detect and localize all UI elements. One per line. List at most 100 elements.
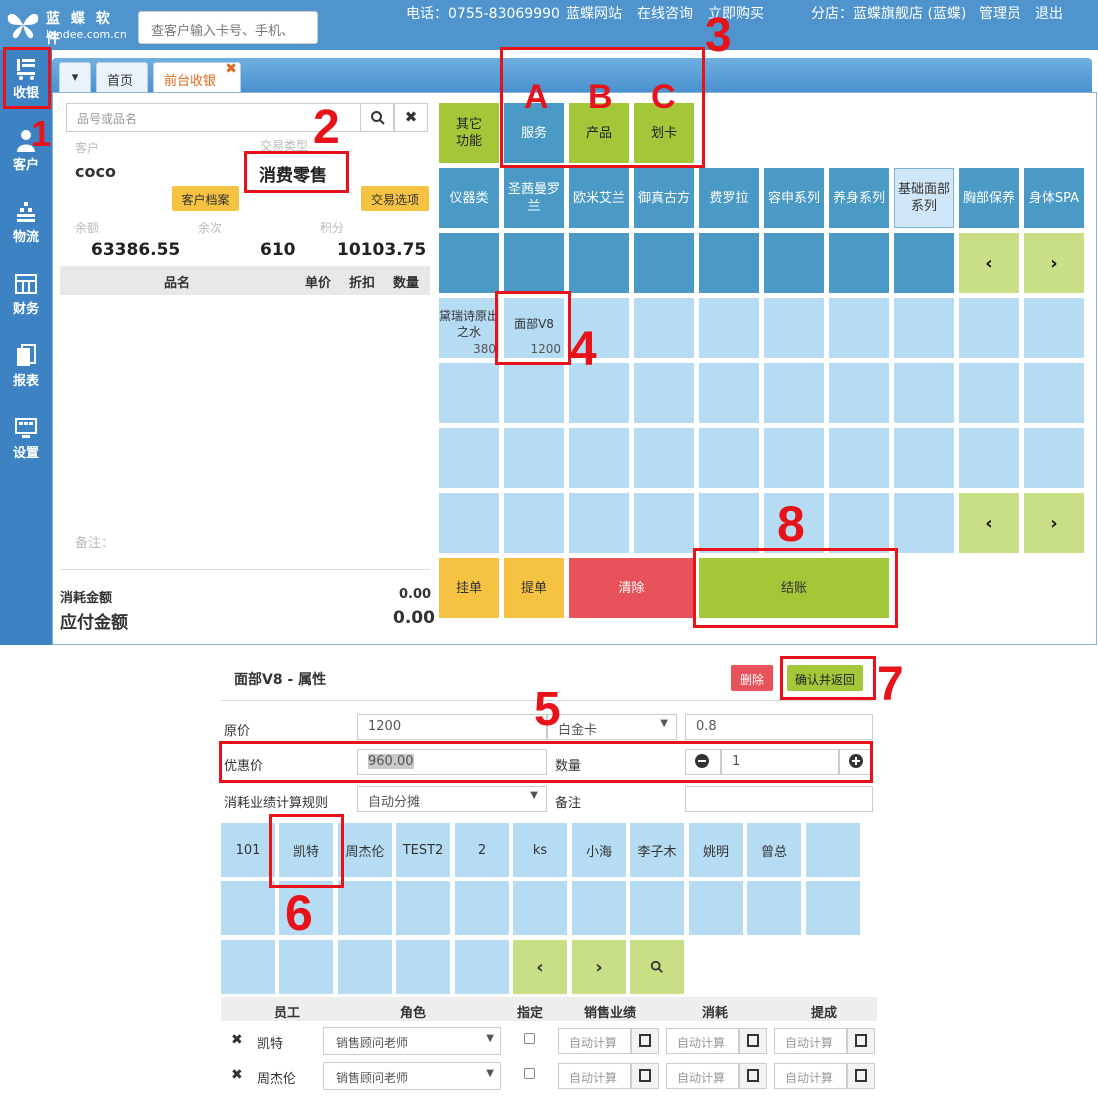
calc-button[interactable] — [847, 1028, 875, 1054]
delete-button[interactable]: 删除 — [731, 665, 773, 691]
consume-auto-field[interactable]: 自动计算 — [666, 1063, 739, 1089]
employee-tile[interactable]: 周杰伦 — [338, 823, 392, 877]
employee-next-button[interactable]: › — [572, 940, 626, 994]
clear-search-button[interactable]: ✖ — [394, 103, 428, 132]
other-functions-button[interactable]: 其它 功能 — [439, 103, 499, 163]
tab-menu-dropdown[interactable]: ▾ — [59, 62, 91, 92]
balance-value: 63386.55 — [91, 240, 181, 260]
category-tile[interactable]: 身体SPA — [1024, 168, 1084, 228]
logout-link[interactable]: 退出 — [1035, 6, 1063, 22]
role-select[interactable]: 销售顾问老师 ▼ — [323, 1027, 501, 1055]
discount-field[interactable]: 0.8 — [685, 714, 873, 740]
category-next-button[interactable]: › — [1024, 233, 1084, 293]
category-tile[interactable]: 胸部保养 — [959, 168, 1019, 228]
website-link[interactable]: 蓝蝶网站 — [566, 6, 622, 22]
qty-increase-button[interactable] — [839, 749, 872, 775]
category-tile[interactable]: 费罗拉 — [699, 168, 759, 228]
calc-button[interactable] — [631, 1028, 659, 1054]
employee-tile[interactable]: TEST2 — [396, 823, 450, 877]
hold-order-button[interactable]: 挂单 — [439, 558, 499, 618]
product-tile[interactable]: 黛瑞诗原出之水 380 — [439, 298, 499, 358]
product-search-input[interactable]: 品号或品名 — [66, 103, 361, 132]
employee-tile[interactable]: 李子木 — [630, 823, 684, 877]
product-search-button[interactable] — [360, 103, 394, 132]
calculator-icon — [855, 1034, 867, 1047]
assigned-checkbox[interactable] — [524, 1068, 535, 1079]
customer-search-input[interactable]: 查客户输入卡号、手机、 — [138, 11, 318, 44]
empty-product-tile — [829, 298, 889, 358]
clear-button[interactable]: 清除 — [569, 558, 694, 618]
consume-auto-field[interactable]: 自动计算 — [666, 1028, 739, 1054]
employee-tile[interactable]: 姚明 — [689, 823, 743, 877]
annotation-number-6: 6 — [285, 885, 313, 941]
employee-tile[interactable]: 2 — [455, 823, 509, 877]
product-prev-button[interactable]: ‹ — [959, 493, 1019, 553]
tab-home[interactable]: 首页 — [96, 62, 148, 92]
employee-prev-button[interactable]: ‹ — [513, 940, 567, 994]
sidebar-item-logistics[interactable]: 物流 — [0, 194, 52, 266]
category-tile[interactable]: 仪器类 — [439, 168, 499, 228]
checkout-button[interactable]: 结账 — [699, 558, 889, 618]
qty-field[interactable]: 1 — [721, 749, 839, 775]
customer-name[interactable]: coco — [75, 162, 116, 181]
role-select[interactable]: 销售顾问老师 ▼ — [323, 1062, 501, 1090]
product-tile[interactable]: 面部V8 1200 — [504, 298, 564, 358]
online-consult-link[interactable]: 在线咨询 — [637, 6, 693, 22]
employee-tile[interactable]: ks — [513, 823, 567, 877]
calc-button[interactable] — [631, 1063, 659, 1089]
calc-button[interactable] — [847, 1063, 875, 1089]
sidebar-item-customer[interactable]: 客户 — [0, 122, 52, 194]
settings-icon — [15, 418, 37, 438]
category-prev-button[interactable]: ‹ — [959, 233, 1019, 293]
employee-tile[interactable]: 曾总 — [747, 823, 801, 877]
category-tile[interactable]: 养身系列 — [829, 168, 889, 228]
sales-auto-field[interactable]: 自动计算 — [558, 1063, 631, 1089]
card-type-value: 白金卡 — [558, 723, 598, 738]
product-next-button[interactable]: › — [1024, 493, 1084, 553]
trade-option-button[interactable]: 交易选项 — [361, 186, 429, 211]
commission-auto-field[interactable]: 自动计算 — [774, 1063, 847, 1089]
qty-decrease-button[interactable] — [685, 749, 721, 775]
sidebar-item-finance[interactable]: 财务 — [0, 266, 52, 338]
card-type-select[interactable]: 白金卡 ▼ — [547, 714, 677, 740]
admin-link[interactable]: 管理员 — [979, 6, 1021, 22]
category-tile[interactable]: 欧米艾兰 — [569, 168, 629, 228]
card-deduct-button[interactable]: 划卡 — [634, 103, 694, 163]
category-tile-selected[interactable]: 基础面部系列 — [894, 168, 954, 228]
employee-tile[interactable]: 凯特 — [279, 823, 333, 877]
buy-now-link[interactable]: 立即购买 — [708, 6, 764, 22]
divider — [220, 700, 875, 701]
empty-product-tile — [764, 428, 824, 488]
customer-file-button[interactable]: 客户档案 — [172, 186, 239, 211]
category-tile[interactable]: 御真古方 — [634, 168, 694, 228]
close-tab-icon[interactable]: ✖ — [225, 61, 237, 77]
product-button[interactable]: 产品 — [569, 103, 629, 163]
category-tile[interactable]: 圣茜曼罗兰 — [504, 168, 564, 228]
remove-employee-icon[interactable]: ✖ — [231, 1067, 243, 1083]
assigned-checkbox[interactable] — [524, 1033, 535, 1044]
remove-employee-icon[interactable]: ✖ — [231, 1032, 243, 1048]
commission-auto-field[interactable]: 自动计算 — [774, 1028, 847, 1054]
brand-logo[interactable]: 蓝 蝶 软 件 landee.com.cn — [6, 6, 127, 47]
sales-auto-field[interactable]: 自动计算 — [558, 1028, 631, 1054]
employee-search-button[interactable] — [630, 940, 684, 994]
employee-tile[interactable]: 小海 — [572, 823, 626, 877]
calc-button[interactable] — [739, 1063, 767, 1089]
tab-pos[interactable]: 前台收银 ✖ — [153, 61, 241, 92]
employee-tile[interactable]: 101 — [221, 823, 275, 877]
promo-price-field[interactable]: 960.00 — [357, 749, 547, 775]
detail-remark-field[interactable] — [685, 786, 873, 812]
sidebar-item-report[interactable]: 报表 — [0, 338, 52, 410]
annotation-letter-a: A — [524, 78, 549, 116]
orig-price-field[interactable]: 1200 — [357, 714, 547, 740]
service-button[interactable]: 服务 — [504, 103, 564, 163]
calc-button[interactable] — [739, 1028, 767, 1054]
confirm-return-button[interactable]: 确认并返回 — [787, 665, 863, 691]
category-tile[interactable]: 容申系列 — [764, 168, 824, 228]
col-consume: 消耗 — [702, 1006, 729, 1021]
sidebar-item-settings[interactable]: 设置 — [0, 410, 52, 482]
rule-value: 自动分摊 — [368, 795, 421, 810]
sidebar-item-cashier[interactable]: 收银 — [0, 50, 52, 122]
retrieve-order-button[interactable]: 提单 — [504, 558, 564, 618]
rule-select[interactable]: 自动分摊 ▼ — [357, 786, 547, 812]
